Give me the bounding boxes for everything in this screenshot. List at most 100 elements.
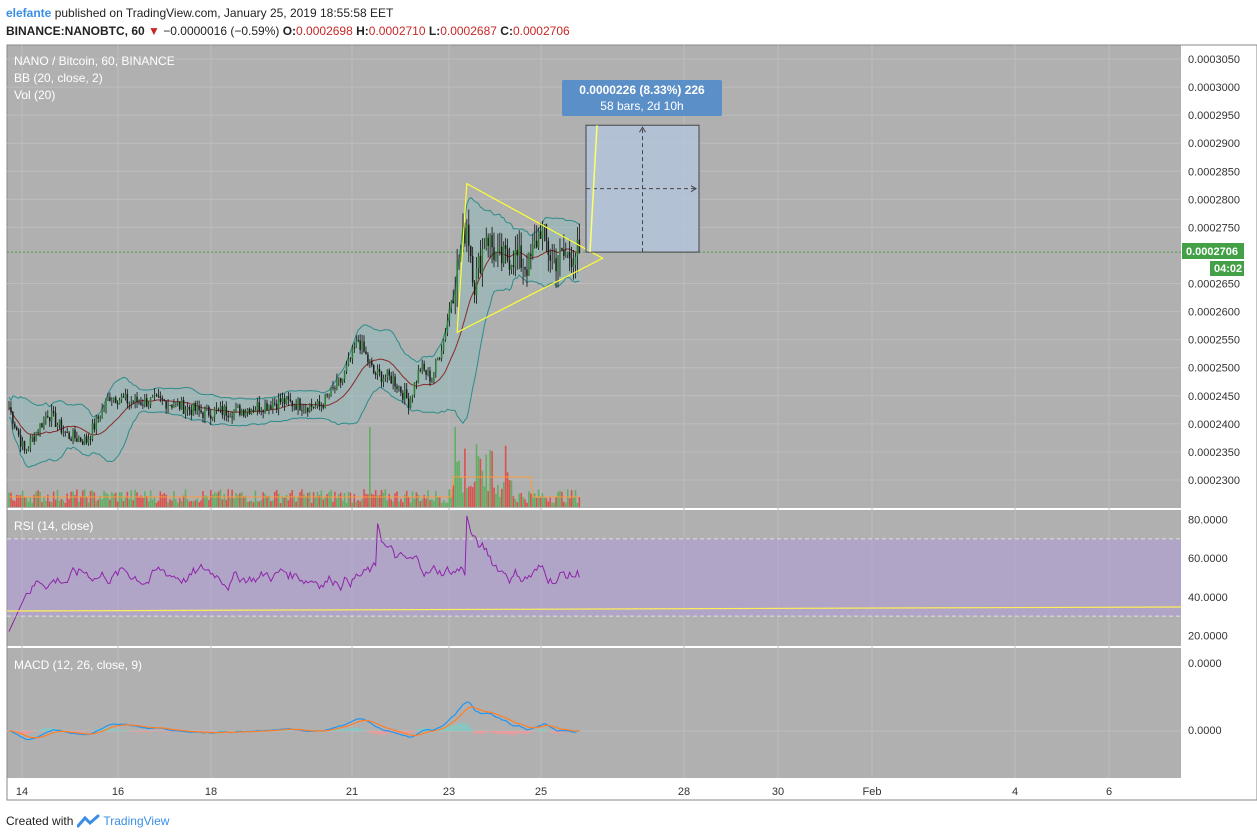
candle-body: [448, 308, 451, 321]
candle-body: [180, 400, 183, 410]
macd-histogram-bar: [551, 731, 553, 733]
candle-body: [533, 240, 536, 245]
candle-body: [85, 436, 88, 443]
volume-bar: [8, 492, 10, 507]
macd-histogram-bar: [48, 728, 51, 731]
macd-histogram-bar: [37, 730, 39, 731]
volume-bar: [105, 493, 107, 507]
macd-histogram-bar: [500, 731, 503, 735]
author-link[interactable]: elefante: [6, 6, 52, 20]
price-tag-value: 0.0002706: [1186, 246, 1238, 258]
macd-histogram-bar: [502, 731, 505, 735]
macd-histogram-bar: [467, 725, 470, 731]
candle-body: [217, 408, 220, 410]
macd-histogram-bar: [89, 731, 92, 732]
candle-body: [417, 369, 420, 383]
volume-bar: [343, 492, 346, 507]
volume-bar: [138, 497, 140, 507]
volume-bar: [268, 495, 270, 507]
candle-body: [291, 400, 293, 407]
volume-bar: [70, 491, 72, 507]
volume-bar: [370, 493, 373, 507]
volume-bars: [8, 427, 581, 507]
candle-body: [481, 248, 484, 273]
tradingview-link[interactable]: TradingView: [77, 814, 169, 828]
volume-bar: [479, 458, 482, 507]
candle-body: [89, 439, 92, 440]
candle-body: [285, 396, 288, 405]
candle-body: [52, 410, 55, 413]
volume-bar: [330, 490, 332, 507]
candle-body: [161, 397, 164, 400]
candle-body: [235, 405, 237, 410]
volume-bar: [19, 495, 22, 507]
candle-body: [524, 267, 526, 270]
candle-body: [287, 396, 290, 400]
macd-histogram-bar: [382, 731, 385, 735]
macd-histogram-bar: [145, 731, 148, 733]
open-label: O:: [282, 24, 297, 38]
macd-histogram-bar: [339, 729, 342, 731]
volume-bar: [386, 500, 389, 507]
macd-histogram-bar: [173, 731, 175, 733]
volume-bar: [520, 493, 522, 507]
candle-body: [151, 396, 154, 398]
volume-bar: [491, 451, 493, 507]
macd-histogram-bar: [452, 725, 455, 731]
measure-label-bg: [562, 80, 722, 116]
candle-body: [355, 339, 358, 348]
volume-bar: [495, 493, 497, 507]
volume-bar: [423, 494, 425, 507]
volume-bar: [388, 493, 391, 507]
low-value: 0.0002687: [440, 24, 497, 38]
tradingview-logo-icon: [77, 814, 100, 828]
volume-bar: [283, 497, 286, 507]
candle-body: [566, 252, 569, 256]
candle-body: [438, 358, 441, 360]
candle-body: [320, 405, 323, 407]
candle-body: [305, 407, 307, 410]
volume-bar: [155, 502, 158, 507]
candle-body: [167, 405, 169, 409]
macd-histogram-bar: [514, 731, 517, 735]
macd-histogram-bar: [535, 730, 538, 732]
volume-bar: [277, 493, 280, 507]
candle-body: [419, 369, 422, 371]
volume-bar: [246, 501, 249, 507]
volume-bar: [469, 485, 472, 507]
volume-bar: [419, 501, 422, 507]
axes: 14 16 18 21 23 25 28 30 Feb 4 6 0.0003050 0.0003000 0…: [16, 54, 1240, 798]
volume-bar: [217, 491, 220, 507]
candle-body: [219, 406, 222, 410]
high-label: H:: [356, 24, 369, 38]
macd-histogram-bar: [211, 731, 214, 732]
volume-bar: [266, 496, 268, 507]
candle-body: [14, 423, 16, 428]
rsi-trendline: [6, 606, 1182, 612]
macd-histogram-bar: [462, 722, 464, 731]
candle-body: [491, 235, 493, 248]
macd-histogram-bar: [384, 731, 387, 735]
macd-histogram-bar: [219, 730, 222, 731]
macd-histogram-bar: [45, 728, 47, 731]
x-tick-label: 30: [772, 786, 784, 798]
candle-body: [574, 256, 577, 265]
ohlc-line: BINANCE:NANOBTC, 60 ▼ −0.0000016 (−0.59%…: [6, 22, 570, 40]
macd-histogram-bar: [283, 730, 286, 731]
candle-body: [173, 405, 175, 408]
macd-histogram-bar: [460, 723, 462, 731]
macd-histogram-bar: [233, 730, 235, 732]
candle-body: [283, 398, 286, 405]
candle-body: [407, 398, 410, 408]
candle-body: [23, 441, 26, 451]
volume-bar: [535, 497, 538, 507]
candle-body: [425, 370, 427, 375]
close-value: 0.0002706: [512, 24, 570, 38]
candle-body: [231, 416, 233, 418]
volume-bar: [376, 495, 379, 507]
volume-bar: [50, 502, 53, 507]
macd-histogram-bar: [231, 731, 233, 732]
candle-body: [456, 261, 458, 292]
volume-bar: [320, 490, 323, 507]
candle-body: [27, 448, 30, 450]
